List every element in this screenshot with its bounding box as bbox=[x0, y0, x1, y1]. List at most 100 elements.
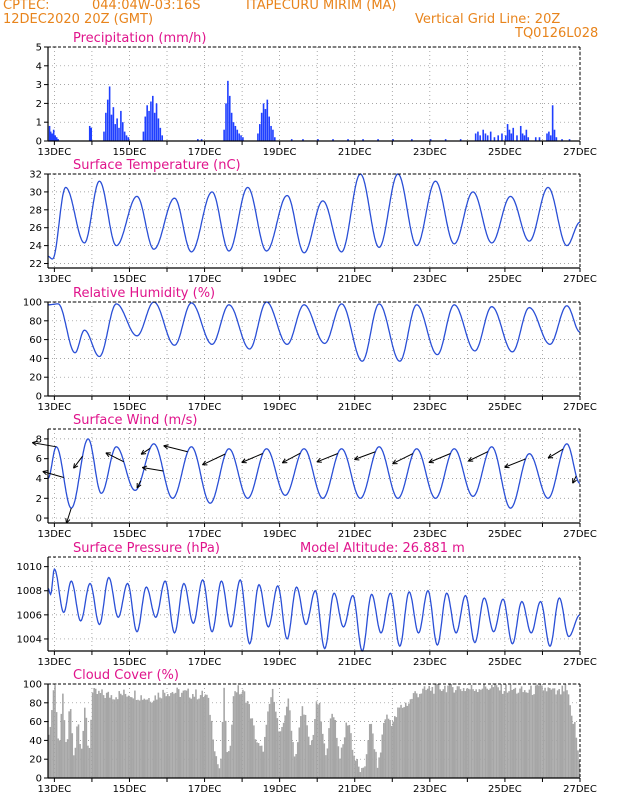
cloud-bar bbox=[249, 718, 252, 778]
precip-bar bbox=[258, 124, 261, 141]
cloud-bar bbox=[157, 692, 160, 778]
wind-vector bbox=[105, 452, 125, 463]
y-tick-label: 32 bbox=[29, 170, 42, 181]
cloud-bar bbox=[431, 686, 434, 778]
header-code: TQ0126L028 bbox=[515, 26, 599, 41]
y-tick-label: 30 bbox=[29, 187, 42, 198]
y-tick-label: 2 bbox=[36, 494, 42, 505]
cloud-bar bbox=[508, 691, 510, 778]
cloud-bar bbox=[430, 690, 432, 778]
cloud-bar bbox=[447, 685, 449, 778]
cloud-bar bbox=[127, 695, 130, 778]
y-tick-label: 5 bbox=[36, 43, 42, 54]
cloud-bar bbox=[254, 739, 257, 778]
cloud-bar bbox=[433, 693, 435, 778]
precip-bar bbox=[484, 133, 487, 141]
cloud-bar bbox=[181, 692, 183, 778]
cloud-bar bbox=[426, 688, 429, 778]
x-tick-label: 27DEC bbox=[563, 657, 597, 668]
x-tick-label: 17DEC bbox=[188, 402, 222, 413]
precip-bar bbox=[116, 118, 118, 141]
cloud-bar bbox=[395, 717, 398, 778]
cloud-bar bbox=[400, 704, 402, 778]
cloud-bar bbox=[174, 692, 177, 778]
wind-arrowhead bbox=[354, 455, 360, 461]
y-tick-label: 4 bbox=[36, 61, 42, 72]
cloud-bar bbox=[160, 698, 163, 778]
cloud-bar bbox=[462, 688, 465, 778]
cloud-bar bbox=[473, 690, 476, 778]
cloud-bar bbox=[502, 693, 504, 778]
cloud-bar bbox=[376, 767, 379, 778]
precip-bar bbox=[474, 133, 477, 141]
precip-bar bbox=[120, 110, 122, 141]
cloud-bar bbox=[317, 704, 319, 778]
cloud-bar bbox=[185, 690, 188, 778]
cloud-bar bbox=[234, 691, 236, 778]
wind-vector bbox=[136, 480, 142, 489]
cloud-bar bbox=[201, 690, 203, 778]
precip-bar bbox=[114, 124, 117, 141]
cloud-bar bbox=[364, 766, 366, 778]
series-line-1 bbox=[47, 173, 581, 260]
series-line-3 bbox=[47, 438, 581, 509]
precip-bar bbox=[527, 137, 530, 141]
cloud-bar bbox=[370, 723, 373, 778]
precip-bar bbox=[108, 86, 111, 141]
cloud-bar bbox=[276, 718, 279, 778]
cloud-bar bbox=[461, 691, 463, 778]
cloud-bar bbox=[210, 720, 213, 778]
cloud-bar bbox=[315, 701, 318, 778]
cloud-bar bbox=[368, 724, 371, 778]
cloud-bar bbox=[541, 685, 543, 778]
wind-vector bbox=[354, 451, 376, 460]
cloud-bar bbox=[398, 707, 401, 778]
cloud-bar bbox=[79, 743, 81, 778]
cloud-bar bbox=[408, 703, 410, 778]
x-tick-label: 25DEC bbox=[488, 147, 522, 158]
cloud-bar bbox=[353, 755, 355, 778]
cloud-bar bbox=[339, 758, 341, 778]
precip-bar bbox=[551, 105, 554, 141]
wind-arrowhead bbox=[572, 478, 577, 484]
cloud-bar bbox=[223, 687, 225, 778]
precip-bar bbox=[504, 135, 507, 141]
cloud-bar bbox=[437, 684, 440, 778]
x-tick-label: 23DEC bbox=[413, 529, 447, 540]
precip-bar bbox=[161, 135, 163, 141]
wind-vector bbox=[428, 453, 451, 463]
wind-arrowhead bbox=[140, 449, 147, 455]
x-tick-label: 25DEC bbox=[488, 402, 522, 413]
cloud-bar bbox=[162, 689, 164, 778]
precip-bar bbox=[512, 127, 515, 141]
precip-bar bbox=[155, 103, 158, 141]
x-tick-label: 13DEC bbox=[38, 402, 72, 413]
cloud-bar bbox=[359, 772, 362, 778]
precip-bar bbox=[159, 127, 162, 141]
precip-bar bbox=[236, 129, 239, 141]
cloud-bar bbox=[99, 692, 102, 778]
cloud-bar bbox=[379, 752, 382, 778]
cloud-bar bbox=[483, 684, 485, 778]
x-tick-label: 15DEC bbox=[113, 274, 147, 285]
precip-bar bbox=[144, 116, 147, 141]
x-tick-label: 21DEC bbox=[338, 274, 372, 285]
precip-bar bbox=[521, 133, 524, 141]
x-tick-label: 19DEC bbox=[263, 147, 297, 158]
y-tick-label: 40 bbox=[29, 736, 42, 747]
header-source: CPTEC: bbox=[3, 0, 50, 13]
precip-bar bbox=[112, 107, 115, 141]
cloud-bar bbox=[555, 694, 557, 778]
y-tick-label: 80 bbox=[29, 316, 42, 327]
cloud-bar bbox=[54, 685, 56, 778]
precip-bar bbox=[268, 116, 270, 141]
cloud-bar bbox=[467, 688, 470, 778]
cloud-bar bbox=[242, 689, 244, 778]
panel-title-4: Surface Pressure (hPa) bbox=[73, 541, 220, 556]
cloud-bar bbox=[559, 694, 562, 778]
cloud-bar bbox=[101, 689, 103, 778]
precip-bar bbox=[534, 137, 537, 141]
cloud-bar bbox=[318, 702, 321, 778]
cloud-bar bbox=[420, 693, 423, 778]
